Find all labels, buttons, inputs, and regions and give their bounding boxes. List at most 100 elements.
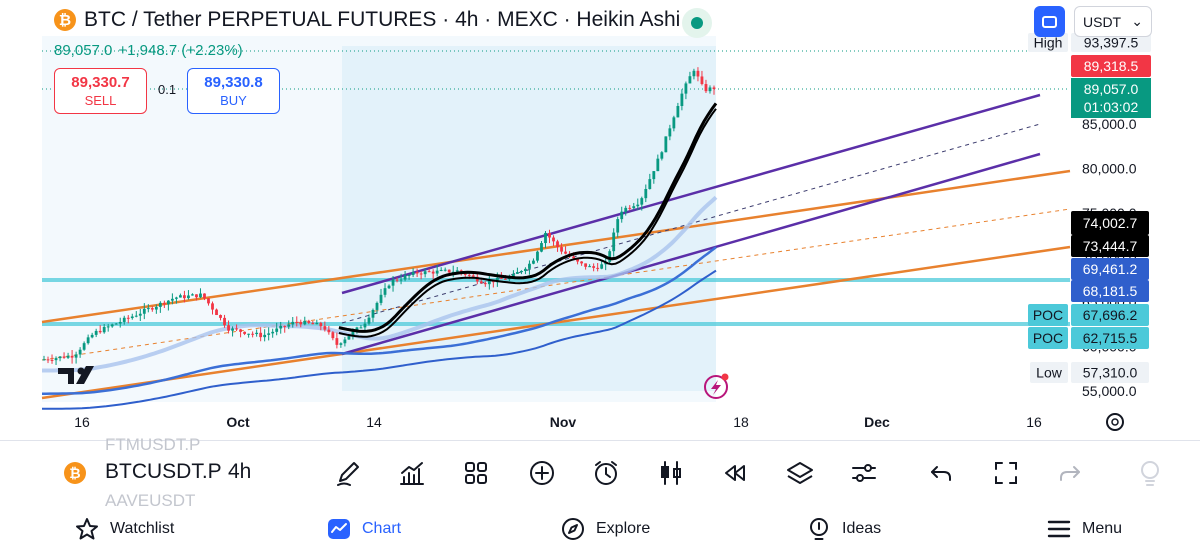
order-quantity[interactable]: 0.1 [158,82,177,97]
candle [608,249,612,265]
layout-grid-icon[interactable] [460,457,492,489]
orange-channel-upper [41,169,1071,324]
chart-header: ₿ BTC / Tether PERPETUAL FUTURES · 4h · … [54,8,680,32]
ma2-badge: 73,444.7 [1083,238,1138,254]
compass-icon [562,518,584,540]
nav-watchlist[interactable]: Watchlist [74,516,174,542]
nav-explore[interactable]: Explore [560,516,650,542]
candle [271,328,275,338]
nav-watchlist-label: Watchlist [110,520,175,537]
candle [203,293,206,301]
candle [86,334,90,345]
market-open-icon[interactable] [682,8,712,38]
nav-chart[interactable]: Chart [326,516,401,542]
candle [640,196,644,211]
candle [134,311,138,318]
ma-band-blue-1 [42,246,717,395]
candle [520,270,523,275]
ma1-badge-bg [1071,211,1149,235]
btc-logo-icon: ₿ [64,462,86,484]
candle [179,293,182,298]
candle [411,268,415,278]
price-tick-label: 85,000.0 [1082,116,1137,132]
candle [431,269,435,280]
layers-icon[interactable] [784,457,816,489]
candle [255,329,259,337]
candle [307,319,311,325]
ideas-publish-icon[interactable] [1134,457,1166,489]
candle [407,274,411,280]
settings-sliders-icon[interactable] [848,457,880,489]
currency-value: USDT [1083,13,1122,30]
high-label-bg [1028,33,1068,52]
candle [612,228,616,257]
chart-area[interactable]: 85,000.080,000.075,000.070,000.065,000.0… [0,0,1200,440]
candle [371,308,375,323]
sell-button[interactable]: 89,330.7 SELL [54,68,147,114]
last-price-badge: 89,057.0 [1084,81,1139,97]
candle [692,68,696,80]
candle [343,336,347,347]
low-value-bg [1071,362,1149,383]
sell-label: SELL [84,93,117,108]
band2-badge-bg [1071,280,1149,302]
currency-select[interactable]: USDT ⌄ [1074,6,1152,37]
indicators-icon[interactable] [396,457,428,489]
symbol-search-button[interactable]: BTCUSDT.P [105,460,222,483]
candle [315,319,319,325]
redo-icon[interactable] [1054,457,1086,489]
low-label-bg [1030,362,1068,383]
candle [158,301,162,313]
candle [672,115,676,132]
candle [191,293,194,296]
poc-line-2 [42,322,1070,326]
axis-settings-icon [1106,413,1124,431]
candle [375,301,379,314]
candle [524,267,527,275]
candle [712,85,716,95]
candle [483,281,487,287]
candle [239,328,242,338]
candle [684,81,688,100]
candle [664,136,668,153]
candle [708,85,712,94]
time-tick-label: 18 [733,414,749,430]
nav-ideas[interactable]: Ideas [806,516,881,542]
price-change-line: 89,057.0 +1,948.7 (+2.23%) [54,42,249,59]
undo-icon[interactable] [925,457,957,489]
candle [150,306,154,312]
drawing-tools-icon[interactable] [332,457,364,489]
candle [632,202,636,210]
candle [620,206,624,223]
chart-type-icon[interactable] [655,457,687,489]
symbol-title[interactable]: BTC / Tether PERPETUAL FUTURES · 4h · ME… [84,8,681,31]
ask-price-badge-bg [1071,55,1151,77]
candle [700,70,704,86]
candle [516,267,519,274]
compare-symbol-icon[interactable] [1034,6,1065,37]
candle [644,184,648,203]
candle [243,331,247,336]
candle [327,325,331,335]
replay-icon[interactable] [719,457,751,489]
candle [487,274,491,290]
add-icon[interactable] [526,457,558,489]
candle [403,271,407,282]
alarm-icon[interactable] [590,457,622,489]
price-chart[interactable]: 85,000.080,000.075,000.070,000.065,000.0… [0,0,1200,440]
fullscreen-icon[interactable] [990,457,1022,489]
flash-bolt-icon [711,380,721,395]
ma2-badge-bg [1071,235,1149,257]
nav-menu[interactable]: Menu [1046,516,1122,542]
tradingview-logo-icon [58,366,94,384]
candle [154,304,158,314]
timeframe-button[interactable]: 4h [228,460,252,483]
candle [247,333,251,338]
candle [652,171,656,184]
candle [114,322,118,325]
buy-button[interactable]: 89,330.8 BUY [187,68,280,114]
poc1-badge-bg [1071,304,1149,326]
candle [279,321,283,334]
buy-price: 89,330.8 [204,74,263,91]
candle [110,323,114,328]
